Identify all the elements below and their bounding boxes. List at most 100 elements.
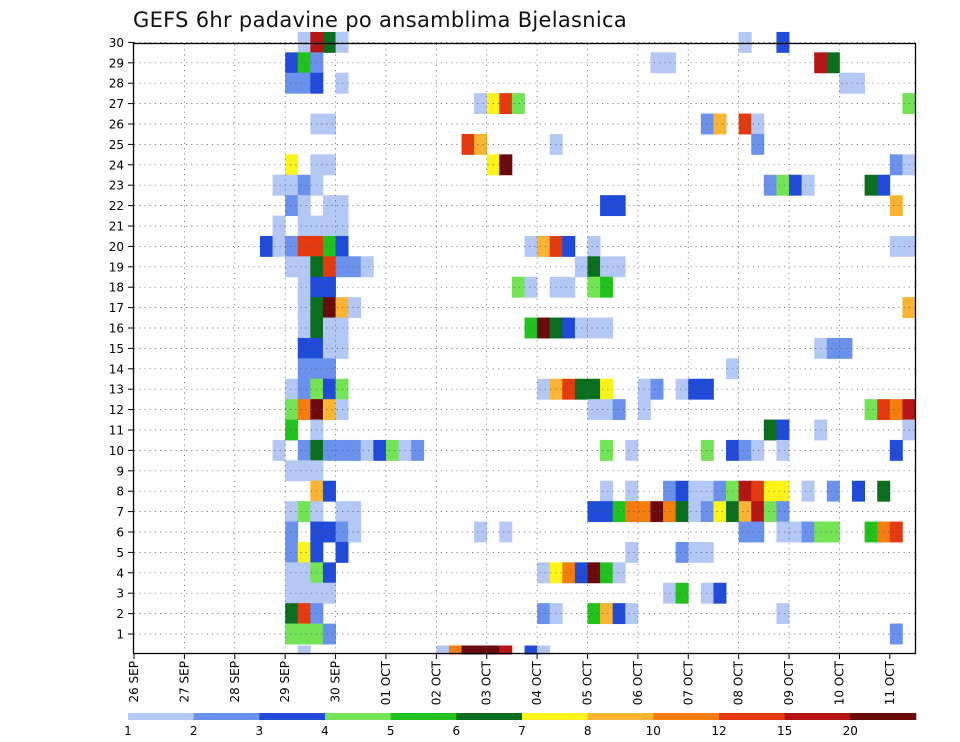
heatmap-cell (322, 358, 336, 380)
heatmap-cell (889, 235, 903, 257)
heatmap-cell (776, 501, 790, 523)
y-tick-label: 6 (116, 526, 124, 540)
heatmap-cell (524, 235, 538, 257)
heatmap-cell (297, 235, 311, 257)
heatmap-cell (738, 501, 752, 523)
colorbar: 1 2 3 4 5 6 7 8 10 12 15 20 (124, 713, 917, 738)
heatmap-cell (612, 562, 626, 584)
heatmap-cell (700, 439, 714, 461)
x-tick-label: 29 SEP (278, 661, 292, 703)
y-tick-label: 18 (109, 281, 124, 295)
heatmap-cell (297, 399, 311, 421)
heatmap-cell (285, 623, 299, 645)
heatmap-cell (889, 195, 903, 217)
heatmap-cell (322, 623, 336, 645)
heatmap-cell (285, 52, 299, 74)
heatmap-cell (763, 480, 777, 502)
heatmap-cell (751, 501, 765, 523)
heatmap-cell (587, 603, 601, 625)
heatmap-cell (587, 378, 601, 400)
heatmap-cell (562, 317, 576, 339)
heatmap-cell (322, 215, 336, 237)
y-tick-label: 19 (109, 260, 124, 274)
heatmap-cell (675, 541, 689, 563)
heatmap-cell (587, 501, 601, 523)
heatmap-cell (600, 399, 614, 421)
heatmap-cell (511, 93, 525, 115)
heatmap-cell (889, 154, 903, 176)
heatmap-cell (612, 195, 626, 217)
y-tick-label: 27 (109, 97, 124, 111)
heatmap-cell (700, 501, 714, 523)
y-tick-label: 22 (109, 199, 124, 213)
colorbar-segment (128, 713, 194, 720)
heatmap-cell (499, 645, 513, 655)
colorbar-label: 20 (843, 724, 858, 738)
heatmap-cell (675, 501, 689, 523)
heatmap-cell (285, 174, 299, 196)
heatmap-cell (738, 480, 752, 502)
heatmap-cell (461, 645, 475, 655)
heatmap-cell (285, 501, 299, 523)
x-tick-label: 26 SEP (127, 661, 141, 703)
heatmap-cell (524, 276, 538, 298)
heatmap-cell (612, 256, 626, 278)
heatmap-cell (297, 562, 311, 584)
y-tick-label: 29 (109, 56, 124, 70)
heatmap-cell (852, 72, 866, 94)
x-tick-label: 07 OCT (681, 660, 695, 705)
heatmap-cell (776, 31, 790, 53)
heatmap-cell (675, 582, 689, 604)
heatmap-cell (650, 501, 664, 523)
heatmap-cell (285, 582, 299, 604)
colorbar-label: 10 (646, 724, 661, 738)
heatmap-cell (889, 521, 903, 543)
heatmap-cell (322, 337, 336, 359)
heatmap-cell (297, 317, 311, 339)
heatmap-cell (297, 439, 311, 461)
heatmap-cell (600, 603, 614, 625)
heatmap-cell (486, 645, 500, 655)
heatmap-cell (537, 317, 551, 339)
heatmap-cell (297, 378, 311, 400)
heatmap-cell (537, 378, 551, 400)
heatmap-cell (297, 460, 311, 482)
heatmap-cell (285, 72, 299, 94)
heatmap-cell (322, 297, 336, 319)
heatmap-cell (751, 439, 765, 461)
heatmap-cell (600, 317, 614, 339)
heatmap-cell (562, 235, 576, 257)
heatmap-cell (461, 133, 475, 155)
y-tick-label: 11 (109, 424, 124, 438)
heatmap-cell (297, 297, 311, 319)
y-tick-label: 20 (109, 240, 124, 254)
heatmap-cell (322, 378, 336, 400)
heatmap-cell (600, 562, 614, 584)
y-tick-label: 24 (109, 158, 124, 172)
y-tick-label: 30 (109, 36, 124, 50)
x-tick-label: 10 OCT (832, 660, 846, 705)
heatmap-cell (499, 154, 513, 176)
gridlines (134, 42, 915, 653)
heatmap-cell (285, 521, 299, 543)
heatmap-cell (826, 480, 840, 502)
colorbar-label: 8 (584, 724, 592, 738)
y-tick-label: 2 (116, 607, 124, 621)
heatmap-cell (259, 235, 273, 257)
heatmap-cell (751, 480, 765, 502)
heatmap-cell (322, 317, 336, 339)
heatmap-cell (297, 174, 311, 196)
x-tick-label: 28 SEP (228, 661, 242, 703)
heatmap-cell (373, 439, 387, 461)
heatmap-cell (852, 480, 866, 502)
heatmap-cell (297, 276, 311, 298)
colorbar-segment (390, 713, 457, 720)
heatmap-cell (612, 501, 626, 523)
heatmap-cell (411, 439, 425, 461)
heatmap-cell (675, 480, 689, 502)
heatmap-cell (348, 297, 362, 319)
heatmap-cell (322, 235, 336, 257)
heatmap-cell (625, 480, 639, 502)
heatmap-cell (297, 215, 311, 237)
